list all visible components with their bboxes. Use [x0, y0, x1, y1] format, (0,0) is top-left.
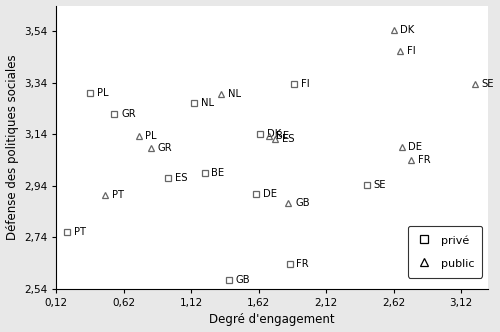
Text: PT: PT [74, 227, 86, 237]
Text: DK: DK [267, 129, 281, 139]
Text: GR: GR [158, 143, 172, 153]
Text: PL: PL [146, 130, 157, 141]
Text: DE: DE [408, 142, 422, 152]
Text: FR: FR [418, 155, 430, 165]
Text: PL: PL [97, 88, 108, 98]
Text: DK: DK [400, 25, 414, 35]
Text: FI: FI [300, 79, 309, 89]
Text: FR: FR [296, 259, 309, 269]
Text: GR: GR [121, 109, 136, 119]
Text: BE: BE [212, 168, 224, 178]
Text: PT: PT [112, 190, 124, 200]
Legend: privé, public: privé, public [408, 226, 482, 278]
X-axis label: Degré d'engagement: Degré d'engagement [210, 313, 335, 326]
Text: BE: BE [276, 130, 289, 141]
Text: SE: SE [374, 180, 386, 190]
Text: GB: GB [295, 198, 310, 208]
Text: NL: NL [200, 98, 213, 109]
Text: NL: NL [228, 89, 240, 99]
Text: ES: ES [175, 173, 188, 183]
Text: SE: SE [482, 79, 494, 89]
Y-axis label: Défense des politiques sociales: Défense des politiques sociales [6, 54, 18, 240]
Text: GB: GB [236, 275, 250, 285]
Text: DE: DE [263, 189, 277, 199]
Text: ES: ES [282, 134, 294, 144]
Text: FI: FI [407, 45, 416, 56]
